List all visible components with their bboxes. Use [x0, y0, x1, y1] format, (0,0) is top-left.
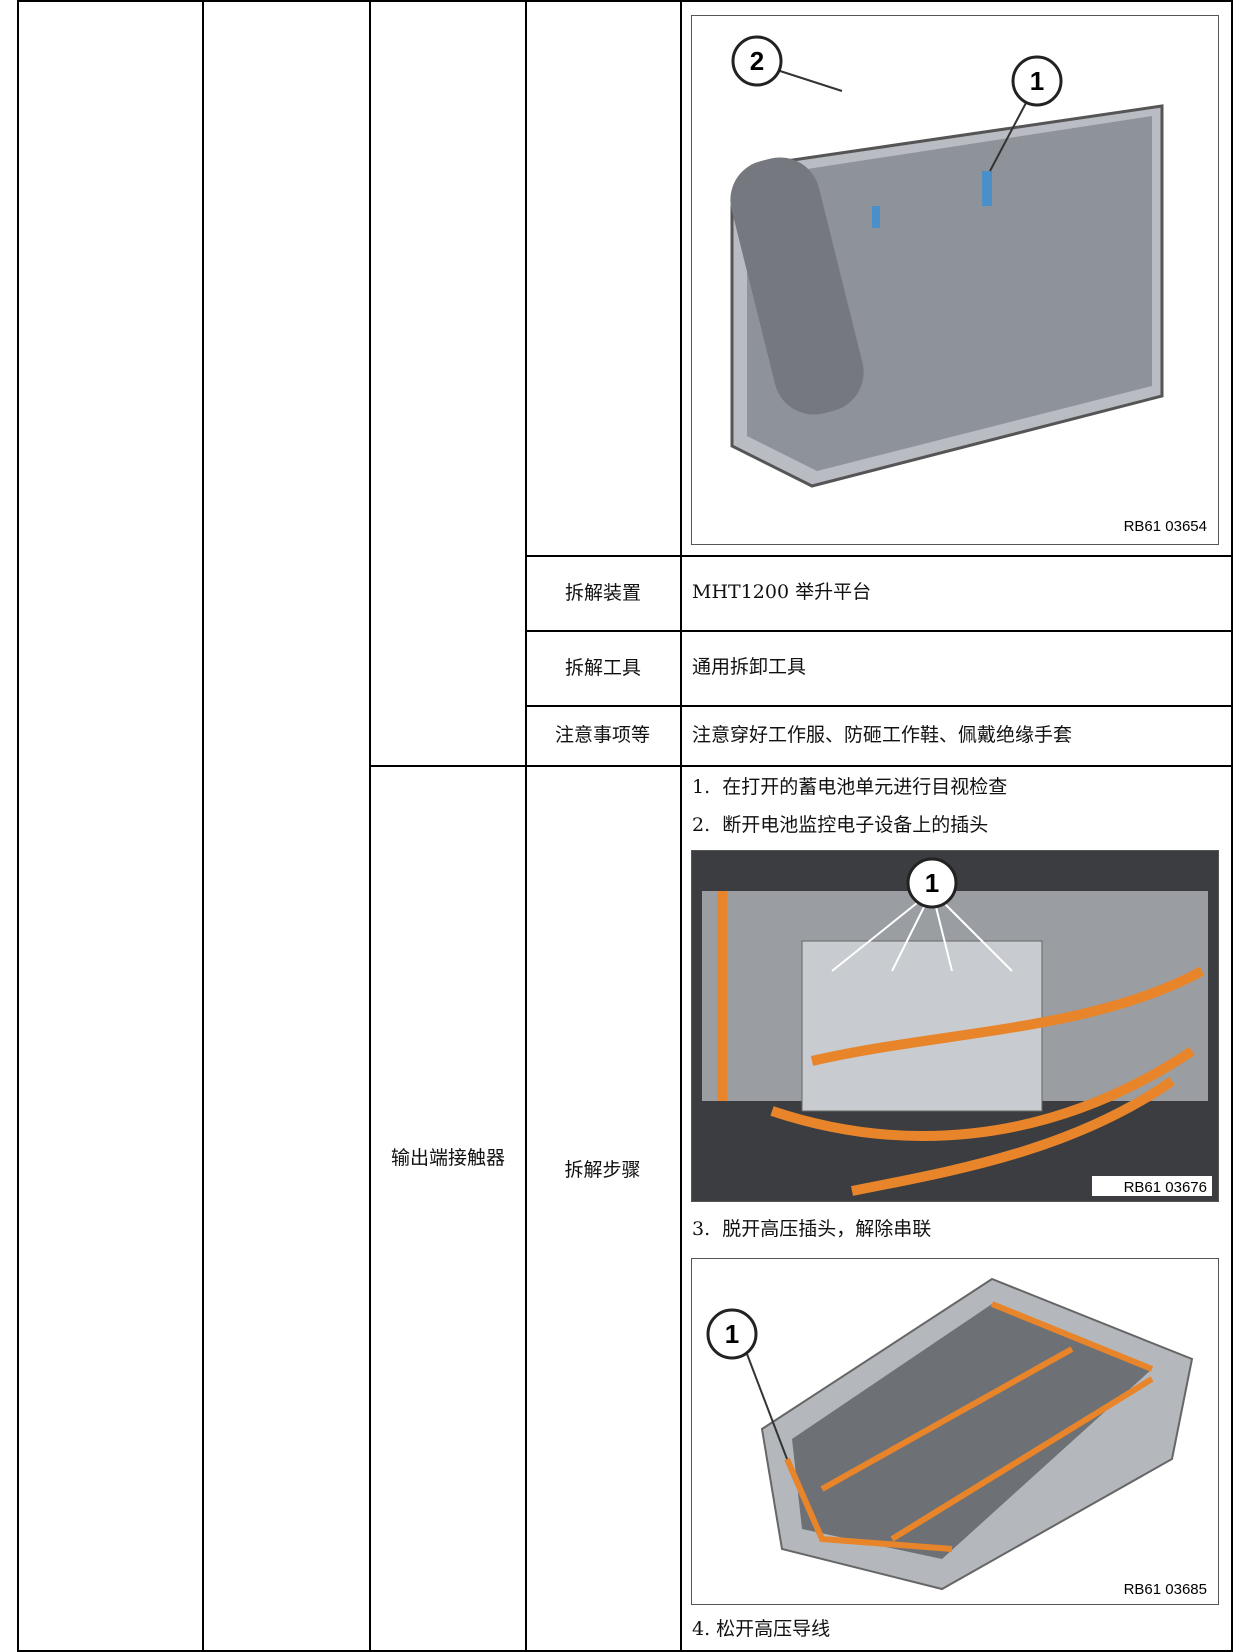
pack-figure: 1 RB61 03685: [691, 1258, 1219, 1605]
callout-label: 1: [1030, 66, 1044, 96]
callout-label: 1: [725, 1319, 739, 1349]
rule: [17, 1650, 1233, 1652]
leader: [746, 1353, 788, 1460]
cables: [717, 891, 1205, 1196]
rule: [525, 630, 1232, 632]
figure-code: RB61 03685: [1124, 1581, 1207, 1598]
step: 1. 在打开的蓄电池单元进行目视检查: [692, 776, 1008, 798]
modules: [792, 1304, 1152, 1559]
leader: [989, 100, 1028, 172]
leader: [779, 70, 843, 92]
rule: [369, 0, 371, 1652]
rule: [525, 705, 1232, 707]
rule: [525, 555, 1232, 557]
callout-label: 2: [750, 46, 764, 76]
rule: [1231, 0, 1233, 1652]
rule: [17, 0, 19, 1652]
cables: [784, 1301, 1154, 1552]
section-label: 拆解步骤: [564, 1159, 641, 1181]
battery-tray-figure: 2 1 RB61 03654: [691, 15, 1219, 545]
figure-code: RB61 03676: [1124, 1179, 1207, 1196]
component: 输出端接触器: [390, 1147, 505, 1169]
harness-figure: 1 RB61 03676: [691, 850, 1219, 1202]
row-label: 注意事项等: [554, 724, 650, 746]
row-label: 拆解工具: [564, 656, 641, 679]
rule: [680, 0, 682, 1652]
row-label: 拆解装置: [564, 581, 641, 604]
figure-code: RB61 03654: [1124, 518, 1207, 535]
code-bg: [1092, 1176, 1212, 1196]
rule: [17, 0, 1233, 2]
step: 2. 断开电池监控电子设备上的插头: [692, 814, 989, 836]
row-value: MHT1200 举升平台: [692, 581, 872, 603]
part: [982, 171, 992, 206]
callout: [1011, 55, 1063, 107]
callout-label: 1: [925, 868, 939, 898]
rule: [202, 0, 204, 1652]
row-value: 通用拆卸工具: [692, 656, 807, 678]
callout: [706, 1308, 758, 1360]
tray-bulge: [730, 157, 864, 415]
step: 3. 脱开高压插头，解除串联: [692, 1218, 932, 1240]
step: 4. 松开高压导线: [692, 1618, 831, 1640]
rule: [369, 765, 1232, 767]
callout: [906, 857, 958, 909]
rule: [525, 0, 527, 1652]
callout: [731, 35, 783, 87]
row-value: 注意穿好工作服、防砸工作鞋、佩戴绝缘手套: [692, 724, 1073, 746]
part: [872, 206, 880, 228]
